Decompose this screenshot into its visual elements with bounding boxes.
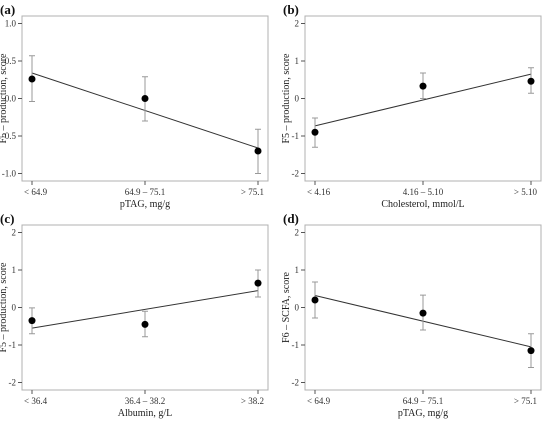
y-tick-label: -1 <box>292 340 300 350</box>
x-tick-label: > 75.1 <box>241 187 264 197</box>
data-point <box>254 279 262 287</box>
y-tick-label: -1.0 <box>2 169 17 179</box>
x-tick-label: < 64.9 <box>24 187 48 197</box>
panel-label: (b) <box>283 2 299 17</box>
panel-4: -2 -1 0 1 2 < 64.9 64.9 – 75.1 > 75.1 (d) pTAG, m… <box>281 211 542 419</box>
x-tick-label: 36.4 – 38.2 <box>125 396 166 406</box>
y-tick-label: -2 <box>292 169 300 179</box>
trend-line <box>31 290 259 329</box>
y-tick-label: -1 <box>9 340 17 350</box>
panel-3: -2 -1 0 1 2 < 36.4 36.4 – 38.2 > 38.2 (c) Albumin… <box>0 211 269 419</box>
y-tick-label: 0.5 <box>5 56 17 66</box>
y-tick-label: -2 <box>292 378 300 388</box>
y-tick-label: 0 <box>12 303 17 313</box>
data-point <box>141 320 149 328</box>
data-point <box>527 77 535 85</box>
y-tick-label: 2 <box>12 228 17 238</box>
x-tick-label: < 4.16 <box>307 187 331 197</box>
y-tick-label: 2 <box>295 228 300 238</box>
y-tick-label: -2 <box>9 378 17 388</box>
y-tick-label: 0 <box>295 94 300 104</box>
x-tick-label: > 38.2 <box>241 396 264 406</box>
x-tick-label: < 36.4 <box>24 396 48 406</box>
x-axis-label: Albumin, g/L <box>118 408 172 419</box>
y-axis-label: F5 – production, score <box>281 53 292 144</box>
panel-label: (a) <box>0 2 15 17</box>
y-tick-label: 0.0 <box>5 94 17 104</box>
y-axis-label: F5 – production, score <box>0 262 9 353</box>
x-tick-label: 64.9 – 75.1 <box>125 187 166 197</box>
x-tick-label: > 75.1 <box>514 396 537 406</box>
x-axis-label: pTAG, mg/g <box>120 199 170 210</box>
data-point <box>28 75 36 83</box>
y-axis-label: F6 – SCFA, score <box>281 271 292 342</box>
y-tick-label: -1 <box>292 131 300 141</box>
plot-frame <box>21 224 269 391</box>
data-point <box>28 317 36 325</box>
data-point <box>419 309 427 317</box>
y-tick-label: -0.5 <box>2 131 17 141</box>
x-tick-label: 64.9 – 75.1 <box>403 396 444 406</box>
y-tick-label: 1.0 <box>5 19 17 29</box>
y-tick-label: 2 <box>295 19 300 29</box>
y-tick-label: 1 <box>295 265 300 275</box>
panel-1: -1.0 -0.5 0.0 0.5 1.0 < 64.9 64.9 – 75.1 > 75.1… <box>0 2 269 210</box>
data-point <box>141 95 149 102</box>
panel-label: (d) <box>283 211 299 226</box>
x-tick-label: > 5.10 <box>514 187 538 197</box>
data-point <box>254 147 262 155</box>
y-tick-label: 0 <box>295 303 300 313</box>
y-tick-label: 1 <box>295 56 300 66</box>
data-point <box>419 82 427 90</box>
panel-label: (c) <box>0 211 14 226</box>
panel-2: -2 -1 0 1 2 < 4.16 4.16 – 5.10 > 5.10 (b) Cholest… <box>281 2 542 210</box>
data-point <box>527 347 535 355</box>
data-point <box>311 128 319 136</box>
x-tick-label: < 64.9 <box>307 396 331 406</box>
y-axis-label: F5 – production, score <box>0 53 9 144</box>
x-axis-label: Cholesterol, mmol/L <box>381 199 464 210</box>
trend-line <box>314 73 532 127</box>
x-tick-label: 4.16 – 5.10 <box>403 187 444 197</box>
y-tick-label: 1 <box>12 265 17 275</box>
x-axis-label: pTAG, mg/g <box>398 408 448 419</box>
data-point <box>311 296 319 304</box>
